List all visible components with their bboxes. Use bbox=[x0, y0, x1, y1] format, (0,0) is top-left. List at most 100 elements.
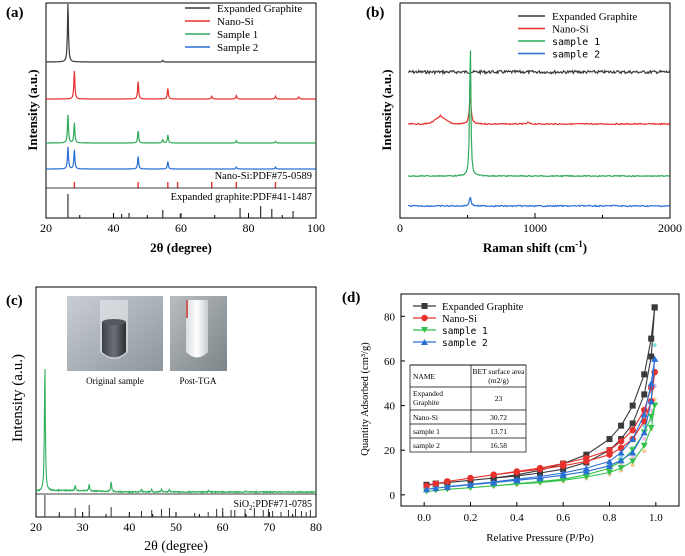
panel-c: (c) 20 30 40 50 60 70 80 SiO2:PDF#71-0785 Orig… bbox=[6, 286, 322, 554]
panel-c-xtick-label: 40 bbox=[123, 520, 135, 534]
panel-b-series-line bbox=[407, 97, 670, 126]
panel-d-background-point bbox=[642, 436, 647, 441]
panel-d-marker-triangle-down bbox=[647, 424, 655, 431]
panel-a-ylabel: Intensity (a.u.) bbox=[25, 69, 40, 150]
panel-d-marker-triangle-down bbox=[629, 458, 637, 465]
bet-table-cell: 30.72 bbox=[490, 413, 507, 422]
panel-d-marker-circle bbox=[423, 482, 430, 490]
panel-b-xaxis: 0 1000 2000 bbox=[397, 213, 682, 235]
panel-d-marker-circle bbox=[432, 480, 439, 487]
panel-b-series-line bbox=[407, 196, 670, 208]
panel-d-ytick-label: 80 bbox=[384, 311, 396, 323]
bet-table-cell: 16.58 bbox=[490, 441, 507, 450]
panel-c-xtick-label: 50 bbox=[170, 520, 182, 534]
panel-a-xtick-label: 100 bbox=[307, 221, 325, 235]
panel-c-ref-label: SiO2:PDF#71-0785 bbox=[233, 499, 312, 512]
panel-a-series bbox=[46, 3, 316, 170]
panel-d-marker-triangle-down bbox=[606, 469, 613, 476]
panel-d-marker-square bbox=[560, 466, 567, 473]
panel-c-xtick-label: 60 bbox=[217, 520, 229, 534]
panel-d-marker-square bbox=[629, 402, 636, 409]
panel-d-background-point bbox=[630, 454, 635, 459]
panel-d-frame bbox=[400, 293, 680, 507]
photo-caption-post-tga: Post-TGA bbox=[179, 376, 217, 386]
panel-d-marker-circle bbox=[617, 444, 625, 452]
panel-d-marker-circle bbox=[641, 418, 648, 425]
panel-d-marker-triangle-down bbox=[647, 413, 655, 420]
panel-a-xaxis: 20 40 60 80 100 bbox=[40, 213, 325, 235]
panel-d-ytick-label: 40 bbox=[384, 401, 396, 413]
bet-table-cell: Graphite bbox=[413, 398, 440, 407]
panel-a: (a) 20 40 60 80 100 Nano-Si:PDF#75-0589 Expa… bbox=[6, 2, 325, 255]
panel-b-frame bbox=[399, 2, 671, 219]
panel-c-xtick-label: 30 bbox=[77, 520, 89, 534]
panel-b-series bbox=[407, 50, 671, 208]
panel-b-legend-label: Expanded Graphite bbox=[552, 11, 637, 23]
panel-d-marker-square bbox=[648, 353, 655, 360]
panel-d-ytick-label: 0 bbox=[390, 490, 396, 502]
panel-a-ref-label-graphite: Expanded graphite:PDF#41-1487 bbox=[171, 192, 312, 203]
panel-d-marker-square bbox=[641, 371, 648, 378]
panel-d-xtick-label: 0.2 bbox=[464, 512, 478, 524]
bet-table-cell: Nano-Si bbox=[413, 413, 438, 422]
panel-b-xlabel: Raman shift (cm-1) bbox=[483, 239, 587, 255]
panel-b-xtick-label: 1000 bbox=[523, 221, 547, 235]
panel-d-marker-circle bbox=[536, 464, 544, 472]
panel-d-background-point bbox=[642, 449, 647, 454]
panel-b-series-line bbox=[407, 69, 671, 76]
panel-d-marker-triangle-up bbox=[606, 458, 613, 465]
panel-a-xtick-label: 40 bbox=[108, 221, 120, 235]
panel-d-marker-square bbox=[651, 304, 658, 311]
panel-d-marker-circle bbox=[583, 454, 590, 462]
panel-a-xlabel: 2θ (degree) bbox=[150, 240, 212, 255]
photo-post-tga bbox=[170, 296, 227, 371]
bet-table: NAME BET surface area(m2/g) ExpandedGraphi… bbox=[409, 364, 527, 453]
panel-d-marker-triangle-up bbox=[432, 485, 440, 492]
panel-a-legend-label: Nano-Si bbox=[217, 16, 254, 28]
panel-d-marker-circle bbox=[606, 451, 613, 458]
bet-table-header: (m2/g) bbox=[488, 376, 509, 385]
panel-d-background-point bbox=[652, 343, 657, 348]
panel-d-marker-triangle-up bbox=[640, 429, 648, 436]
panel-a-xtick-label: 20 bbox=[40, 221, 52, 235]
panel-d-axes: 0.0 0.2 0.4 0.6 0.8 1.0 0 20 40 60 80 bbox=[384, 311, 663, 524]
panel-a-series-line bbox=[46, 70, 316, 100]
panel-a-series-line bbox=[46, 146, 316, 170]
panel-b-legend-label: Nano-Si bbox=[552, 24, 589, 36]
panel-d-marker-triangle-up bbox=[651, 355, 659, 362]
panel-a-xtick-label: 60 bbox=[175, 221, 187, 235]
panel-b-xtick-label: 0 bbox=[397, 221, 403, 235]
panel-d-marker-circle bbox=[444, 478, 451, 485]
panel-a-legend-label: Expanded Graphite bbox=[217, 3, 302, 15]
bet-table-header: BET surface area bbox=[473, 367, 526, 376]
panel-d-marker-circle bbox=[513, 468, 521, 475]
panel-a-series-line bbox=[46, 114, 316, 144]
bet-table-frame bbox=[409, 364, 527, 453]
panel-d-marker-square bbox=[618, 422, 625, 429]
bet-table-cell: Expanded bbox=[413, 389, 443, 398]
bet-table-cell: 13.71 bbox=[490, 427, 507, 436]
panel-d-marker-circle bbox=[629, 426, 636, 434]
panel-d-marker-circle bbox=[490, 471, 497, 478]
panel-d-marker-triangle-up bbox=[629, 436, 637, 443]
panel-d-series bbox=[422, 304, 659, 495]
panel-b-ylabel: Intensity (a.u.) bbox=[379, 69, 394, 150]
photo-original-sample bbox=[67, 296, 163, 371]
panel-d-legend-label: Nano-Si bbox=[442, 314, 477, 325]
panel-d-marker-triangle-up bbox=[582, 468, 590, 475]
panel-d-marker-square bbox=[490, 475, 497, 482]
bet-table-cell: 23 bbox=[495, 394, 503, 403]
bet-table-cell: sample 1 bbox=[413, 427, 440, 436]
panel-d-marker-triangle-up bbox=[629, 449, 637, 456]
panel-b-series-line bbox=[408, 50, 671, 178]
panel-d-legend-label: sample 2 bbox=[442, 338, 488, 349]
panel-d-series-line bbox=[426, 307, 656, 486]
panel-b-label: (b) bbox=[366, 5, 384, 21]
panel-d-marker-triangle-up bbox=[422, 486, 430, 493]
panel-d-ylabel: Quantity Adsorbed (cm³/g) bbox=[360, 342, 371, 456]
panel-d-xtick-label: 1.0 bbox=[649, 512, 663, 524]
panel-d-marker-triangle-up bbox=[617, 457, 625, 464]
panel-d-label: (d) bbox=[342, 290, 360, 306]
panel-d-background-point bbox=[619, 454, 624, 459]
